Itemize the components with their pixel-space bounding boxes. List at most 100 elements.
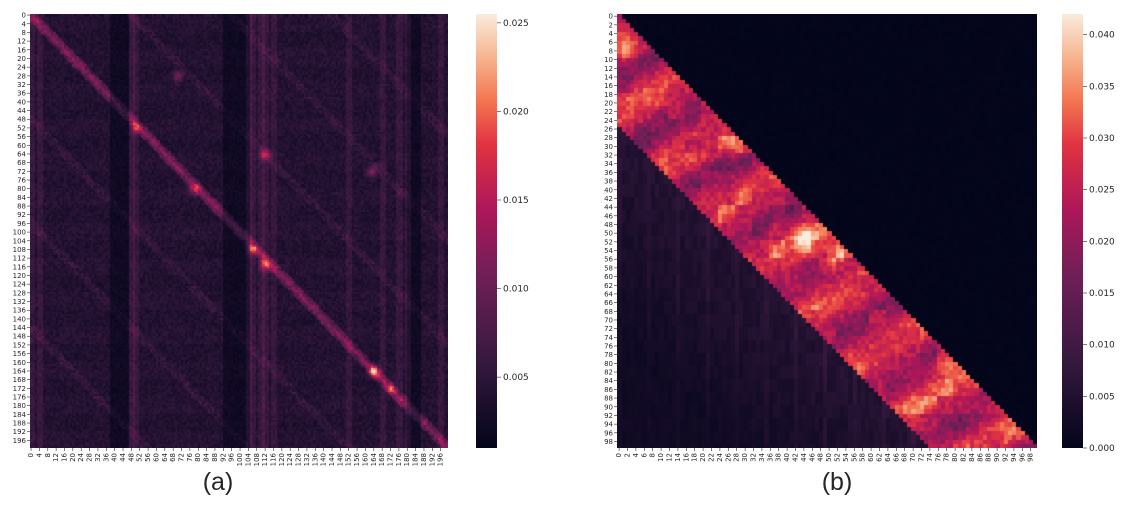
x-tick-label: 24	[716, 452, 724, 461]
colorbar-tick-label: 0.005	[1089, 392, 1115, 402]
y-tick-label: 184	[13, 411, 27, 419]
y-tick-label: 24	[17, 64, 26, 72]
y-tick-label: 112	[13, 255, 26, 263]
y-tick-label: 188	[13, 420, 26, 428]
x-tick-label: 92	[219, 453, 227, 462]
y-tick-label: 60	[17, 142, 26, 150]
x-tick-label: 168	[378, 453, 386, 466]
y-tick-label: 176	[13, 394, 27, 402]
y-tick-label: 78	[604, 351, 613, 359]
y-tick-label: 74	[604, 334, 613, 342]
y-tick-label: 36	[17, 90, 26, 98]
y-tick-label: 40	[17, 98, 26, 106]
x-tick-label: 80	[951, 453, 959, 462]
y-tick-label: 76	[604, 343, 613, 351]
x-tick-label: 92	[1002, 453, 1010, 462]
y-tick-label: 50	[604, 230, 613, 238]
heatmap-b-ticks: 0022446688101012121414161618182020222224…	[604, 13, 1035, 462]
x-tick-label: 18	[691, 453, 699, 462]
x-tick-label: 98	[1027, 453, 1035, 462]
y-tick-label: 40	[604, 186, 613, 194]
x-tick-label: 62	[876, 453, 884, 462]
x-tick-label: 116	[269, 452, 277, 466]
colorbar-tick-label: 0.020	[503, 107, 529, 117]
y-tick-label: 48	[17, 116, 26, 124]
y-tick-label: 128	[13, 289, 26, 297]
x-tick-label: 20	[699, 453, 707, 462]
y-tick-label: 16	[604, 82, 613, 90]
colorbar-tick-label: 0.010	[503, 285, 529, 295]
y-tick-label: 70	[604, 316, 613, 324]
colorbar-tick-label: 0.025	[1089, 186, 1115, 196]
x-tick-label: 50	[825, 453, 833, 462]
y-tick-label: 28	[17, 72, 26, 80]
y-tick-label: 34	[604, 160, 613, 168]
x-tick-label: 52	[136, 453, 144, 462]
x-tick-label: 156	[353, 452, 361, 466]
y-tick-label: 16	[17, 46, 26, 54]
x-tick-label: 12	[52, 453, 60, 462]
y-tick-label: 84	[604, 377, 613, 385]
y-tick-label: 52	[604, 238, 613, 246]
y-tick-label: 148	[13, 333, 26, 341]
x-tick-label: 128	[295, 453, 303, 466]
y-tick-label: 42	[604, 195, 613, 203]
y-tick-label: 80	[604, 360, 613, 368]
y-tick-label: 52	[17, 124, 26, 132]
x-tick-label: 32	[750, 453, 758, 462]
y-tick-label: 10	[604, 56, 613, 64]
y-tick-label: 86	[604, 386, 613, 394]
y-tick-label: 60	[604, 273, 613, 281]
x-tick-label: 70	[909, 453, 917, 462]
colorbar-tick-label: 0.040	[1089, 31, 1115, 41]
x-tick-label: 180	[403, 453, 411, 466]
x-tick-label: 16	[682, 452, 690, 461]
y-tick-label: 38	[604, 178, 613, 186]
y-tick-label: 46	[604, 212, 613, 220]
y-tick-label: 64	[604, 290, 613, 298]
y-tick-label: 108	[13, 246, 26, 254]
y-tick-label: 140	[13, 315, 26, 323]
x-tick-label: 96	[1018, 452, 1026, 461]
x-tick-label: 152	[345, 453, 353, 466]
y-tick-label: 54	[604, 247, 613, 255]
y-tick-label: 24	[604, 117, 613, 125]
y-tick-label: 20	[17, 55, 26, 63]
x-tick-label: 108	[253, 453, 261, 466]
x-tick-label: 56	[850, 452, 858, 461]
y-tick-label: 14	[604, 73, 613, 81]
y-tick-label: 8	[609, 47, 613, 55]
y-tick-label: 22	[604, 108, 613, 116]
x-tick-label: 10	[657, 453, 665, 462]
x-tick-label: 4	[632, 452, 640, 457]
x-tick-label: 44	[800, 452, 808, 461]
x-tick-label: 76	[934, 452, 942, 461]
y-tick-label: 94	[604, 421, 613, 429]
x-tick-label: 60	[867, 453, 875, 462]
x-tick-label: 44	[119, 452, 127, 461]
x-tick-label: 72	[178, 453, 186, 462]
x-tick-label: 58	[859, 453, 867, 462]
y-tick-label: 8	[22, 29, 26, 37]
y-tick-label: 88	[604, 395, 613, 403]
x-tick-label: 30	[741, 453, 749, 462]
panel-label-b: (b)	[822, 468, 853, 496]
y-tick-label: 66	[604, 299, 613, 307]
y-tick-label: 4	[22, 20, 27, 28]
x-tick-label: 24	[77, 452, 85, 461]
y-tick-label: 156	[13, 350, 27, 358]
heatmap-b-plot	[617, 14, 1037, 448]
x-tick-label: 68	[901, 453, 909, 462]
x-tick-label: 88	[985, 453, 993, 462]
x-tick-label: 188	[420, 453, 428, 466]
x-tick-label: 96	[228, 452, 236, 461]
x-tick-label: 136	[311, 452, 319, 466]
x-tick-label: 64	[884, 452, 892, 461]
x-tick-label: 144	[328, 452, 336, 466]
x-tick-label: 2	[624, 453, 632, 457]
y-tick-label: 72	[604, 325, 613, 333]
x-tick-label: 104	[244, 452, 252, 466]
x-tick-label: 0	[615, 453, 623, 457]
x-tick-label: 192	[428, 453, 436, 466]
y-tick-label: 48	[604, 221, 613, 229]
